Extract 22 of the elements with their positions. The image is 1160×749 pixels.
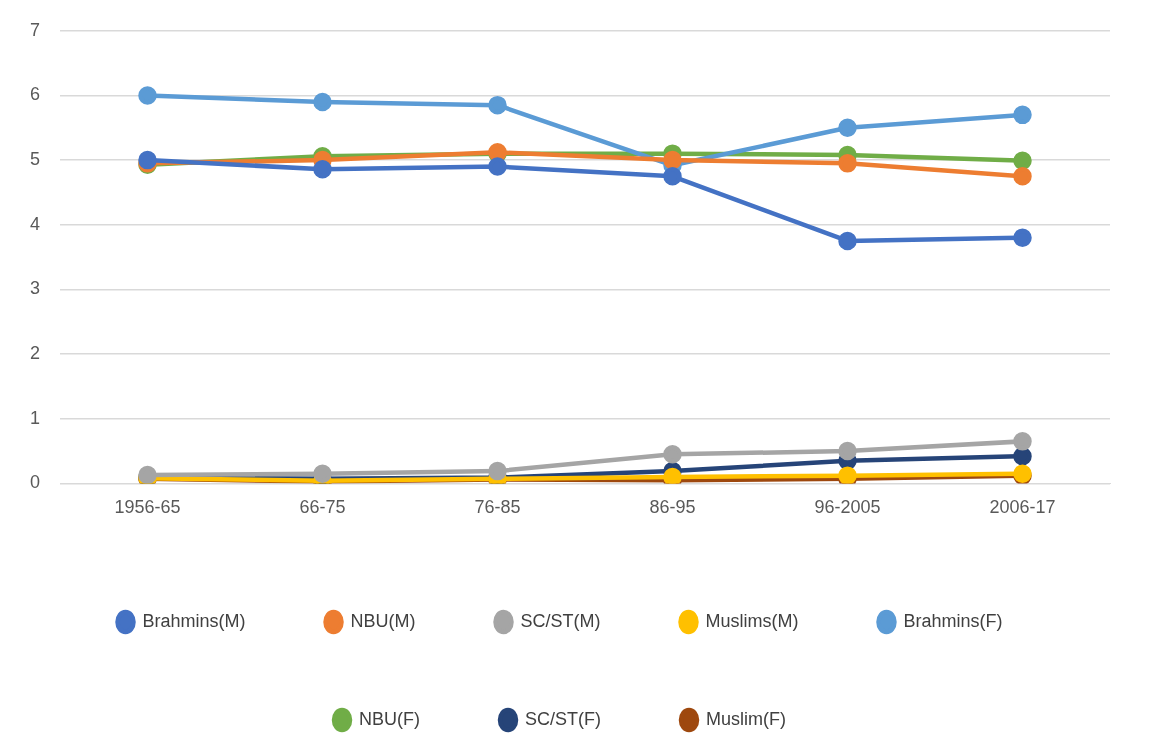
y-tick-label: 2 (30, 343, 41, 364)
y-tick-label: 3 (30, 278, 41, 299)
legend-label: SC/ST(M) (520, 610, 601, 631)
y-tick-label: 7 (30, 19, 41, 40)
y-tick-label: 4 (30, 213, 41, 234)
legend-label: NBU(F) (359, 708, 421, 729)
x-tick-label: 76-85 (474, 497, 521, 518)
x-tick-label: 2006-17 (989, 497, 1056, 518)
x-tick-label: 1956-65 (114, 497, 181, 518)
legend-label: Muslim(F) (706, 708, 786, 729)
x-tick-label: 96-2005 (814, 497, 881, 518)
y-tick-label: 1 (30, 407, 41, 428)
y-tick-label: 5 (30, 149, 41, 170)
x-tick-label: 66-75 (299, 497, 346, 518)
legend-label: Brahmins(M) (142, 610, 246, 631)
legend-label: Brahmins(F) (903, 610, 1003, 631)
legend-label: NBU(M) (350, 610, 416, 631)
y-tick-label: 6 (30, 84, 41, 105)
legend-label: SC/ST(F) (525, 708, 602, 729)
y-tick-label: 0 (30, 472, 41, 493)
legend-label: Muslims(M) (705, 610, 799, 631)
x-tick-label: 86-95 (649, 497, 696, 518)
